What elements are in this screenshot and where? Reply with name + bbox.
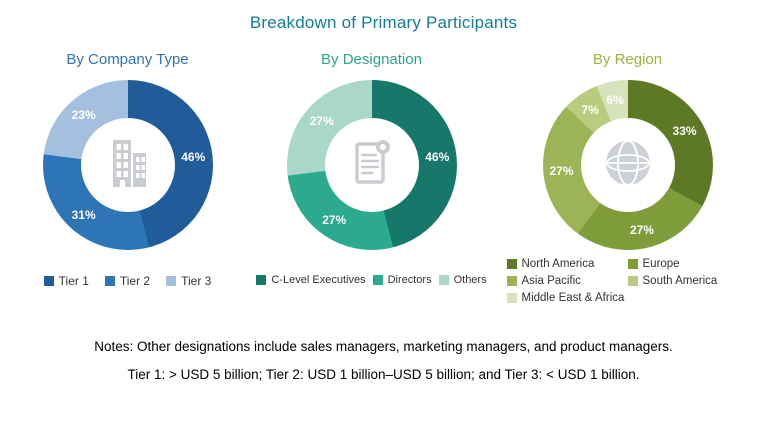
legend-item: C-Level Executives xyxy=(256,274,366,286)
legend-label: Directors xyxy=(387,274,432,286)
legend-swatch xyxy=(104,276,115,286)
legend-swatch xyxy=(166,276,177,286)
legend-item: Asia Pacific xyxy=(506,275,628,287)
legend-item: Tier 1 xyxy=(43,274,89,288)
donut-hole xyxy=(324,118,419,212)
legend-item: Tier 3 xyxy=(166,274,211,288)
chart-title-company-type: By Company Type xyxy=(66,51,189,68)
legend-label: Tier 2 xyxy=(119,274,151,288)
slice-label: 27% xyxy=(549,164,574,179)
slice-label: 27% xyxy=(629,222,654,237)
legend-item: Tier 2 xyxy=(104,274,151,288)
building-icon xyxy=(99,134,157,197)
legend-item: South America xyxy=(627,275,749,287)
globe-icon xyxy=(600,135,656,196)
legend-item: Directors xyxy=(372,274,432,286)
page-title: Breakdown of Primary Participants xyxy=(249,13,518,32)
legend-item: Others xyxy=(438,274,487,286)
legend-designation: C-Level Executives Directors Others xyxy=(247,274,497,286)
legend-label: Asia Pacific xyxy=(521,275,581,287)
legend-label: Middle East & Africa xyxy=(521,292,625,304)
note-line-1: Notes: Other designations include sales … xyxy=(94,339,673,354)
notes: Notes: Other designations include sales … xyxy=(0,339,767,382)
slice-label: 46% xyxy=(425,149,450,164)
legend-swatch xyxy=(506,276,517,286)
legend-label: Europe xyxy=(642,258,680,270)
legend-company-type: Tier 1 Tier 2 Tier 3 xyxy=(9,274,247,288)
chart-title-designation: By Designation xyxy=(321,51,422,68)
legend-swatch xyxy=(43,276,54,286)
legend-swatch xyxy=(506,259,517,269)
slice-label: 6% xyxy=(606,92,624,107)
slice-label: 23% xyxy=(71,108,96,123)
legend-label: Tier 3 xyxy=(181,274,212,288)
charts-row: By Company Type xyxy=(0,47,767,309)
legend-label: C-Level Executives xyxy=(271,274,366,286)
document-icon xyxy=(344,135,400,196)
legend-item: Middle East & Africa xyxy=(506,292,628,304)
slice-label: 7% xyxy=(581,103,599,118)
legend-swatch xyxy=(256,275,267,285)
chart-company-type: By Company Type xyxy=(9,47,247,309)
slice-label: 27% xyxy=(309,114,334,129)
legend-item: Europe xyxy=(627,258,749,270)
donut-designation: 46% 27% 27% xyxy=(286,80,457,250)
slice-label: 31% xyxy=(71,207,96,222)
slice-label: 27% xyxy=(322,212,347,227)
legend-swatch xyxy=(627,276,638,286)
legend-swatch xyxy=(438,275,449,285)
legend-swatch xyxy=(506,293,517,303)
slice-label: 33% xyxy=(672,124,697,139)
legend-label: Tier 1 xyxy=(58,274,89,288)
legend-item: North America xyxy=(506,258,628,270)
donut-region: 33% 27% 27% 7% 6% xyxy=(542,80,713,250)
legend-label: North America xyxy=(521,258,595,270)
chart-designation: By Designation xyxy=(247,47,497,309)
slice-label: 46% xyxy=(181,149,206,164)
donut-company-type: 46% 31% 23% xyxy=(42,80,213,250)
legend-swatch xyxy=(372,275,383,285)
chart-region: By Region 33% 27% 27% 7% 6% North America Eur… xyxy=(497,47,759,309)
legend-region: North America Europe Asia Pacific South Ame… xyxy=(506,258,749,309)
legend-swatch xyxy=(627,259,638,269)
note-line-2: Tier 1: > USD 5 billion; Tier 2: USD 1 b… xyxy=(127,367,640,382)
legend-label: South America xyxy=(642,275,718,287)
donut-hole xyxy=(580,118,675,212)
legend-label: Others xyxy=(453,274,487,286)
donut-hole xyxy=(80,118,175,212)
chart-title-region: By Region xyxy=(592,51,663,68)
